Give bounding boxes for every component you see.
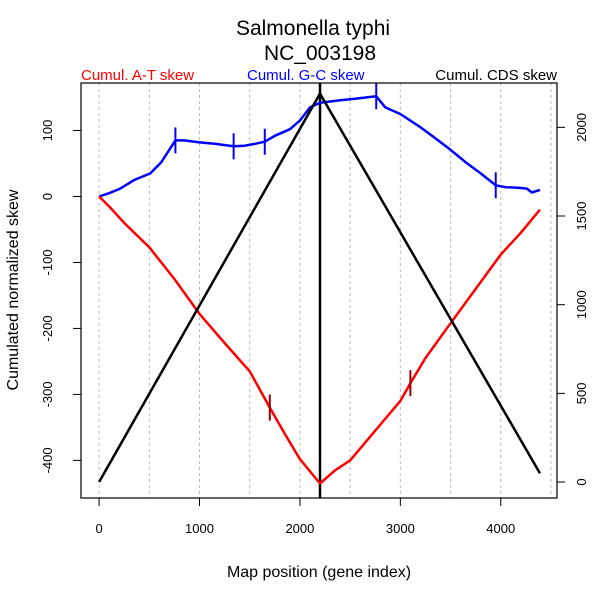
legend-cds-skew: Cumul. CDS skew bbox=[435, 67, 557, 84]
x-tick-label: 4000 bbox=[486, 521, 515, 536]
legend-gc-skew: Cumul. G-C skew bbox=[247, 67, 365, 84]
plot-frame bbox=[80, 82, 558, 499]
y-right-tick-label: 0 bbox=[574, 478, 589, 485]
y-tick-label: -100 bbox=[40, 249, 55, 275]
y-right-tick-label: 1500 bbox=[574, 202, 589, 231]
x-axis-label: Map position (gene index) bbox=[227, 564, 411, 581]
series-line-cumul-a-t-skew bbox=[98, 195, 541, 485]
series-group bbox=[98, 83, 541, 498]
legend-at-skew: Cumul. A-T skew bbox=[81, 67, 194, 84]
chart-title: Salmonella typhi bbox=[236, 17, 390, 40]
y-right-tick-label: 500 bbox=[574, 383, 589, 405]
series-line-cumul-g-c-skew bbox=[98, 94, 541, 198]
x-axis: 0 1000 2000 3000 4000 bbox=[95, 498, 515, 536]
y-axis-label: Cumulated normalized skew bbox=[5, 189, 22, 390]
y-axis-left: 100 0 -100 -200 -300 -400 bbox=[40, 120, 81, 473]
gridlines bbox=[98, 83, 552, 498]
x-tick-label: 3000 bbox=[386, 521, 415, 536]
series-line-cumul-cds-skew bbox=[98, 92, 541, 483]
y-tick-label: -400 bbox=[40, 447, 55, 473]
markers-group bbox=[174, 83, 497, 421]
y-tick-label: 0 bbox=[40, 193, 55, 200]
y-right-tick-label: 1000 bbox=[574, 290, 589, 319]
x-tick-label: 1000 bbox=[185, 521, 214, 536]
y-right-tick-label: 2000 bbox=[574, 113, 589, 142]
chart-subtitle: NC_003198 bbox=[264, 42, 376, 65]
x-tick-label: 0 bbox=[95, 521, 102, 536]
y-tick-label: -300 bbox=[40, 381, 55, 407]
y-axis-right: 0 500 1000 1500 2000 bbox=[557, 113, 589, 486]
x-tick-label: 2000 bbox=[285, 521, 314, 536]
y-tick-label: -200 bbox=[40, 315, 55, 341]
y-tick-label: 100 bbox=[40, 120, 55, 142]
